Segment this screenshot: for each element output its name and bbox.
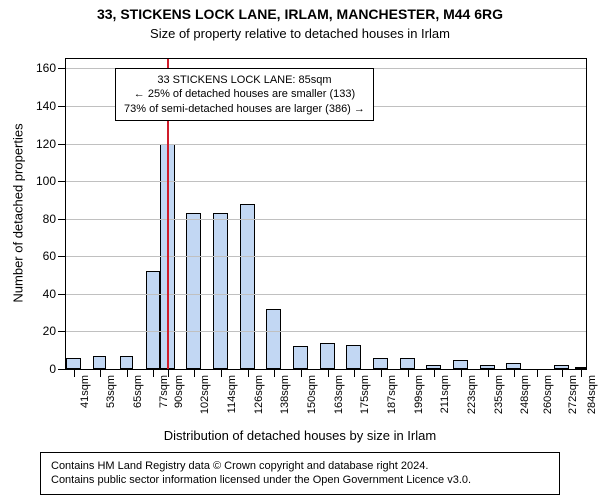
x-tick — [328, 369, 329, 377]
chart-subtitle: Size of property relative to detached ho… — [0, 26, 600, 41]
x-tick-label: 284sqm — [586, 375, 598, 425]
x-tick-label: 163sqm — [333, 375, 345, 425]
footer-line2: Contains public sector information licen… — [51, 473, 549, 487]
bar — [146, 271, 160, 369]
x-axis-label: Distribution of detached houses by size … — [0, 428, 600, 443]
x-tick — [354, 369, 355, 377]
bar — [346, 345, 361, 369]
footer-box: Contains HM Land Registry data © Crown c… — [40, 452, 560, 495]
bar — [66, 358, 81, 369]
x-tick — [221, 369, 222, 377]
annotation-box: 33 STICKENS LOCK LANE: 85sqm ← 25% of de… — [115, 68, 374, 121]
annotation-line1: 33 STICKENS LOCK LANE: 85sqm — [124, 73, 365, 87]
x-tick — [301, 369, 302, 377]
x-tick-label: 138sqm — [279, 375, 291, 425]
x-tick-label: 126sqm — [253, 375, 265, 425]
x-tick — [100, 369, 101, 377]
x-tick-label: 53sqm — [105, 375, 117, 425]
bar — [453, 360, 468, 369]
x-tick-label: 199sqm — [413, 375, 425, 425]
y-tick-label: 20 — [43, 324, 66, 338]
y-tick-label: 80 — [43, 212, 66, 226]
gridline — [66, 181, 586, 182]
bar — [240, 204, 255, 369]
y-tick-label: 100 — [36, 174, 66, 188]
x-tick — [434, 369, 435, 377]
bar — [293, 346, 308, 369]
x-tick-label: 223sqm — [466, 375, 478, 425]
x-tick-label: 102sqm — [199, 375, 211, 425]
bar — [373, 358, 388, 369]
y-tick-label: 60 — [43, 249, 66, 263]
x-tick-label: 272sqm — [567, 375, 579, 425]
x-tick — [153, 369, 154, 377]
x-tick-label: 114sqm — [226, 375, 238, 425]
bar — [186, 213, 201, 369]
chart-title: 33, STICKENS LOCK LANE, IRLAM, MANCHESTE… — [0, 6, 600, 22]
x-tick — [537, 369, 538, 377]
annotation-line3: 73% of semi-detached houses are larger (… — [124, 102, 365, 116]
y-tick-label: 0 — [49, 362, 66, 376]
x-tick — [194, 369, 195, 377]
gridline — [66, 144, 586, 145]
gridline — [66, 219, 586, 220]
gridline — [66, 331, 586, 332]
bar — [266, 309, 281, 369]
x-tick-label: 235sqm — [493, 375, 505, 425]
x-tick — [581, 369, 582, 377]
y-tick-label: 120 — [36, 137, 66, 151]
bar — [400, 358, 415, 369]
annotation-line2: ← 25% of detached houses are smaller (13… — [124, 87, 365, 101]
x-tick — [381, 369, 382, 377]
gridline — [66, 256, 586, 257]
y-tick-label: 140 — [36, 99, 66, 113]
x-tick-label: 187sqm — [386, 375, 398, 425]
x-tick-label: 150sqm — [306, 375, 318, 425]
x-tick-label: 175sqm — [359, 375, 371, 425]
x-tick-label: 65sqm — [132, 375, 144, 425]
x-tick-label: 211sqm — [439, 375, 451, 425]
x-tick — [74, 369, 75, 377]
x-tick-label: 90sqm — [173, 375, 185, 425]
x-tick — [408, 369, 409, 377]
x-tick — [562, 369, 563, 377]
bar — [93, 356, 106, 369]
x-tick-label: 260sqm — [542, 375, 554, 425]
gridline — [66, 294, 586, 295]
footer-line1: Contains HM Land Registry data © Crown c… — [51, 459, 549, 473]
bar — [120, 356, 133, 369]
x-tick — [461, 369, 462, 377]
y-tick-label: 160 — [36, 61, 66, 75]
x-tick — [248, 369, 249, 377]
x-tick-label: 77sqm — [158, 375, 170, 425]
x-tick — [274, 369, 275, 377]
x-tick — [127, 369, 128, 377]
chart-frame: 33, STICKENS LOCK LANE, IRLAM, MANCHESTE… — [0, 0, 600, 500]
y-tick-label: 40 — [43, 287, 66, 301]
y-axis-label: Number of detached properties — [11, 123, 26, 302]
x-tick-label: 41sqm — [79, 375, 91, 425]
bar — [320, 343, 335, 369]
x-tick — [488, 369, 489, 377]
x-tick — [168, 369, 169, 377]
bar — [213, 213, 228, 369]
x-tick-label: 248sqm — [519, 375, 531, 425]
x-tick — [514, 369, 515, 377]
